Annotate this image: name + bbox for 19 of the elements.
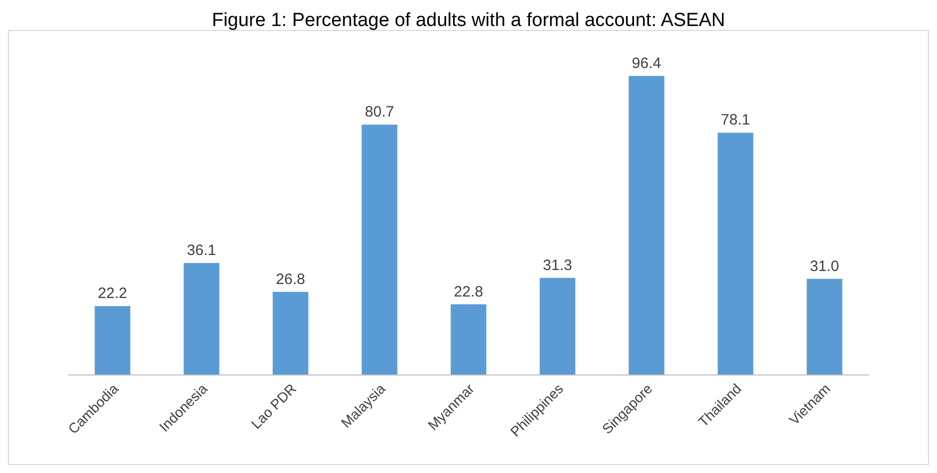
- bar: [362, 124, 398, 375]
- data-label: 36.1: [186, 242, 216, 260]
- data-label: 22.2: [98, 285, 128, 302]
- data-label: 31.0: [810, 258, 840, 275]
- data-label: 22.8: [454, 283, 484, 300]
- data-label: 26.8: [276, 270, 306, 288]
- data-label: 78.1: [720, 112, 750, 129]
- data-label: 96.4: [632, 54, 662, 72]
- bar: [450, 304, 486, 375]
- bar: [540, 278, 576, 375]
- bar: [718, 132, 754, 375]
- bar: [272, 292, 308, 375]
- data-label: 80.7: [364, 104, 394, 121]
- chart-title: Figure 1: Percentage of adults with a formal account: ASEAN: [212, 10, 726, 31]
- bar: [628, 76, 664, 375]
- bar: [806, 278, 842, 375]
- bar: [184, 263, 220, 375]
- data-label: 31.3: [542, 256, 572, 274]
- bar: [94, 306, 130, 375]
